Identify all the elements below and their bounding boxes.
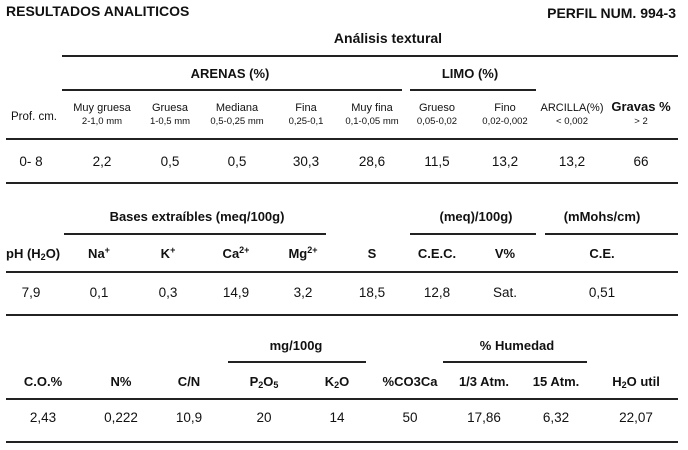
n-label: N% bbox=[110, 374, 132, 389]
na-value: 0,1 bbox=[89, 285, 109, 300]
col-muy-gruesa: Muy gruesa 2-1,0 mm bbox=[73, 102, 131, 127]
mmhos-rule bbox=[545, 233, 678, 235]
arenas-rule bbox=[62, 89, 402, 91]
mg-100g-rule bbox=[228, 361, 366, 363]
s-label: S bbox=[367, 246, 377, 261]
v-label: V% bbox=[494, 246, 516, 261]
col-arcilla: ARCILLA(%) < 0,002 bbox=[540, 102, 604, 127]
arenas-group-label: ARENAS (%) bbox=[190, 66, 270, 81]
col-gruesa: Gruesa 1-0,5 mm bbox=[149, 102, 191, 127]
col-mediana: Mediana 0,5-0,25 mm bbox=[210, 102, 264, 127]
caco3-label: %CO3Ca bbox=[382, 374, 438, 389]
cec-label: C.E.C. bbox=[417, 246, 457, 261]
col-fina: Fina 0,25-0,1 bbox=[288, 102, 324, 127]
chem-bottom-rule bbox=[6, 441, 678, 443]
v-value: Sat. bbox=[492, 285, 518, 300]
h2o-util-value: 22,07 bbox=[619, 410, 653, 425]
cn-value: 10,9 bbox=[175, 410, 203, 425]
mg-100g-label: mg/100g bbox=[269, 338, 323, 353]
atm15-label: 15 Atm. bbox=[532, 374, 580, 389]
ca-label: Ca2+ bbox=[222, 245, 250, 261]
meq-rule bbox=[410, 233, 536, 235]
k2o-label: K2O bbox=[324, 374, 350, 390]
limo-group-label: LIMO (%) bbox=[441, 66, 499, 81]
col-limo-fino: Fino 0,02-0,002 bbox=[482, 102, 528, 127]
value-arcilla: 13,2 bbox=[558, 154, 586, 169]
atm13-value: 17,86 bbox=[467, 410, 501, 425]
co-label: C.O.% bbox=[23, 374, 63, 389]
co-value: 2,43 bbox=[29, 410, 57, 425]
col-gravas: Gravas % > 2 bbox=[611, 99, 671, 128]
page-title: RESULTADOS ANALITICOS bbox=[6, 3, 190, 19]
bases-title: Bases extraíbles (meq/100g) bbox=[109, 209, 285, 224]
cn-label: C/N bbox=[177, 374, 201, 389]
p2o5-label: P2O5 bbox=[249, 374, 279, 390]
chem-header-rule bbox=[6, 398, 678, 400]
p2o5-value: 20 bbox=[256, 410, 272, 425]
k2o-value: 14 bbox=[329, 410, 345, 425]
ph-label: pH (H2O) bbox=[6, 246, 61, 262]
humedad-rule bbox=[443, 361, 587, 363]
ce-value: 0,51 bbox=[588, 285, 616, 300]
value-muy-gruesa: 2,2 bbox=[92, 154, 112, 169]
atm13-label: 1/3 Atm. bbox=[458, 374, 510, 389]
meq-label: (meq)/100g) bbox=[439, 209, 513, 224]
col-limo-grueso: Grueso 0,05-0,02 bbox=[416, 102, 458, 127]
bases-bottom-rule bbox=[6, 314, 678, 316]
mmhos-label: (mMohs/cm) bbox=[563, 209, 641, 224]
profile-number: PERFIL NUM. 994-3 bbox=[547, 5, 676, 21]
value-fina: 30,3 bbox=[292, 154, 320, 169]
na-label: Na+ bbox=[88, 245, 110, 261]
value-mediana: 0,5 bbox=[227, 154, 247, 169]
k-value: 0,3 bbox=[158, 285, 178, 300]
value-gruesa: 0,5 bbox=[160, 154, 180, 169]
textural-header-rule bbox=[6, 138, 678, 140]
limo-rule bbox=[410, 89, 536, 91]
bases-header-rule bbox=[6, 271, 678, 273]
n-value: 0,222 bbox=[104, 410, 138, 425]
ce-label: C.E. bbox=[589, 246, 615, 261]
ph-value: 7,9 bbox=[21, 285, 41, 300]
mg-label: Mg2+ bbox=[288, 245, 318, 261]
caco3-value: 50 bbox=[402, 410, 418, 425]
mg-value: 3,2 bbox=[293, 285, 313, 300]
value-gravas: 66 bbox=[633, 154, 649, 169]
textural-title: Análisis textural bbox=[333, 30, 443, 46]
textural-bottom-rule bbox=[6, 182, 678, 184]
k-label: K+ bbox=[160, 245, 176, 261]
value-limo-grueso: 11,5 bbox=[424, 154, 450, 169]
bases-rule bbox=[64, 233, 326, 235]
ca-value: 14,9 bbox=[222, 285, 250, 300]
value-muy-fina: 28,6 bbox=[358, 154, 386, 169]
col-muy-fina: Muy fina 0,1-0,05 mm bbox=[345, 102, 399, 127]
atm15-value: 6,32 bbox=[542, 410, 570, 425]
cec-value: 12,8 bbox=[423, 285, 451, 300]
s-value: 18,5 bbox=[358, 285, 386, 300]
value-limo-fino: 13,2 bbox=[491, 154, 519, 169]
h2o-util-label: H2O util bbox=[612, 374, 660, 390]
textural-top-rule bbox=[62, 55, 678, 57]
prof-label: Prof. cm. bbox=[10, 111, 58, 123]
humedad-label: % Humedad bbox=[479, 338, 555, 353]
prof-value: 0- 8 bbox=[19, 154, 43, 169]
